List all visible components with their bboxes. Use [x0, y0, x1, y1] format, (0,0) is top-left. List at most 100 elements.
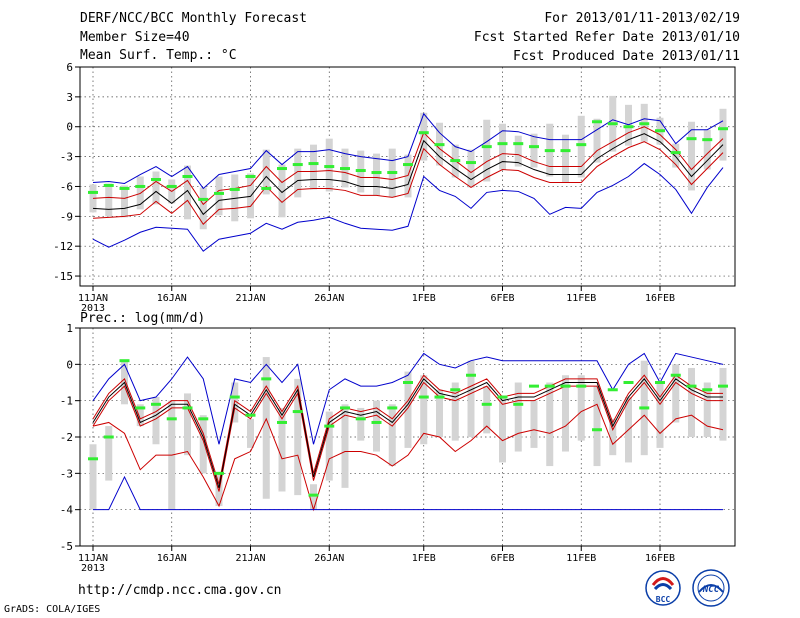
- series-line-lower-outer: [93, 475, 723, 511]
- y-tick-label: 0: [66, 121, 73, 134]
- spread-box: [278, 164, 286, 218]
- spread-box: [703, 129, 711, 170]
- spread-box: [672, 143, 680, 168]
- panel-title: Prec.: log(mm/d): [80, 311, 205, 326]
- spread-box: [593, 386, 601, 467]
- spread-box: [530, 133, 538, 168]
- x-tick-label: 16JAN: [157, 553, 187, 564]
- spread-box: [199, 415, 207, 474]
- spread-box: [719, 367, 727, 441]
- series-line-ensemble-mean: [92, 133, 724, 216]
- x-tick-label: 1FEB: [412, 293, 436, 304]
- x-tick-label: 16FEB: [645, 293, 675, 304]
- x-tick-year-label: 2013: [81, 303, 105, 314]
- y-tick-label: -4: [60, 504, 74, 517]
- spread-box: [136, 404, 144, 427]
- spread-box: [325, 411, 333, 481]
- spread-box: [373, 400, 380, 452]
- x-tick-label: 26JAN: [314, 553, 344, 564]
- ncc-logo-icon: NCC: [692, 569, 730, 607]
- series-line-lower-red: [92, 403, 724, 512]
- y-tick-label: -5: [60, 540, 73, 553]
- series-line-upper-inner: [92, 126, 724, 206]
- forecast-period-label: For 2013/01/11-2013/02/19: [544, 11, 740, 26]
- spread-box: [436, 389, 443, 437]
- spread-box: [152, 397, 160, 445]
- y-tick-label: -3: [60, 467, 73, 480]
- grads-credit: GrADS: COLA/IGES: [4, 604, 101, 615]
- plot-frame: [79, 327, 736, 547]
- spread-box: [467, 360, 475, 437]
- spread-box: [404, 371, 412, 448]
- spread-box: [105, 426, 113, 481]
- spread-box: [420, 112, 428, 161]
- y-tick-label: 6: [66, 61, 73, 74]
- bcc-logo-text: BCC: [656, 595, 671, 604]
- x-tick-label: 11FEB: [566, 553, 596, 564]
- y-tick-label: -1: [60, 395, 73, 408]
- spread-box: [184, 393, 191, 456]
- forecast-produced-label: Fcst Produced Date 2013/01/11: [513, 49, 740, 64]
- spread-box: [499, 397, 506, 463]
- series-line-ensemble-mean: [92, 378, 723, 489]
- logos: BCC NCC: [645, 569, 730, 607]
- spread-box: [373, 153, 380, 196]
- spread-box: [199, 187, 207, 230]
- x-tick-label: 11JAN: [78, 553, 108, 564]
- x-tick-year-label: 2013: [81, 563, 105, 574]
- y-tick-label: 3: [66, 91, 73, 104]
- spread-box: [420, 375, 428, 445]
- footer-url[interactable]: http://cmdp.ncc.cma.gov.cn: [78, 583, 282, 598]
- spread-box: [514, 135, 522, 167]
- x-tick-label: 1FEB: [412, 553, 436, 564]
- spread-box: [247, 418, 254, 448]
- spread-box: [688, 121, 695, 191]
- spread-box: [357, 407, 365, 441]
- series-line-lower-outer: [92, 162, 724, 252]
- spread-box: [609, 418, 617, 456]
- spread-box: [562, 375, 569, 452]
- spread-box: [278, 407, 286, 492]
- x-tick-label: 26JAN: [314, 293, 344, 304]
- spread-box: [310, 144, 317, 190]
- spread-box: [152, 171, 160, 205]
- spread-box: [451, 382, 459, 441]
- y-tick-label: -6: [60, 180, 73, 193]
- spread-box: [672, 364, 680, 423]
- spread-box: [89, 444, 97, 510]
- spread-box: [184, 165, 191, 220]
- spread-box: [310, 484, 317, 510]
- spread-box: [105, 183, 113, 217]
- series-line-upper-outer: [92, 112, 724, 190]
- x-tick-label: 6FEB: [490, 293, 514, 304]
- plot-frame: [79, 66, 736, 287]
- x-tick-label: 11FEB: [566, 293, 596, 304]
- spread-box: [121, 185, 128, 218]
- forecast-started-label: Fcst Started Refer Date 2013/01/10: [473, 30, 740, 45]
- bcc-logo-icon: BCC: [645, 570, 681, 606]
- spread-box: [514, 382, 522, 452]
- spread-box: [499, 123, 506, 170]
- spread-box: [294, 378, 302, 496]
- spread-box: [688, 367, 695, 437]
- series-line-upper-outer: [92, 352, 724, 445]
- spread-box: [294, 148, 302, 198]
- x-tick-label: 16FEB: [645, 553, 675, 564]
- spread-box: [656, 382, 664, 448]
- spread-box: [562, 134, 569, 183]
- spread-box: [215, 176, 223, 216]
- spread-box: [577, 115, 585, 178]
- y-tick-label: -12: [53, 240, 73, 253]
- member-size-label: Member Size=40: [80, 30, 190, 45]
- x-tick-label: 11JAN: [78, 293, 108, 304]
- spread-box: [483, 386, 491, 434]
- y-tick-label: -2: [60, 431, 73, 444]
- spread-box: [483, 119, 491, 182]
- y-tick-label: -9: [60, 210, 73, 223]
- spread-box: [530, 400, 538, 448]
- spread-box: [467, 149, 475, 188]
- x-tick-label: 21JAN: [235, 293, 265, 304]
- x-tick-label: 6FEB: [490, 553, 514, 564]
